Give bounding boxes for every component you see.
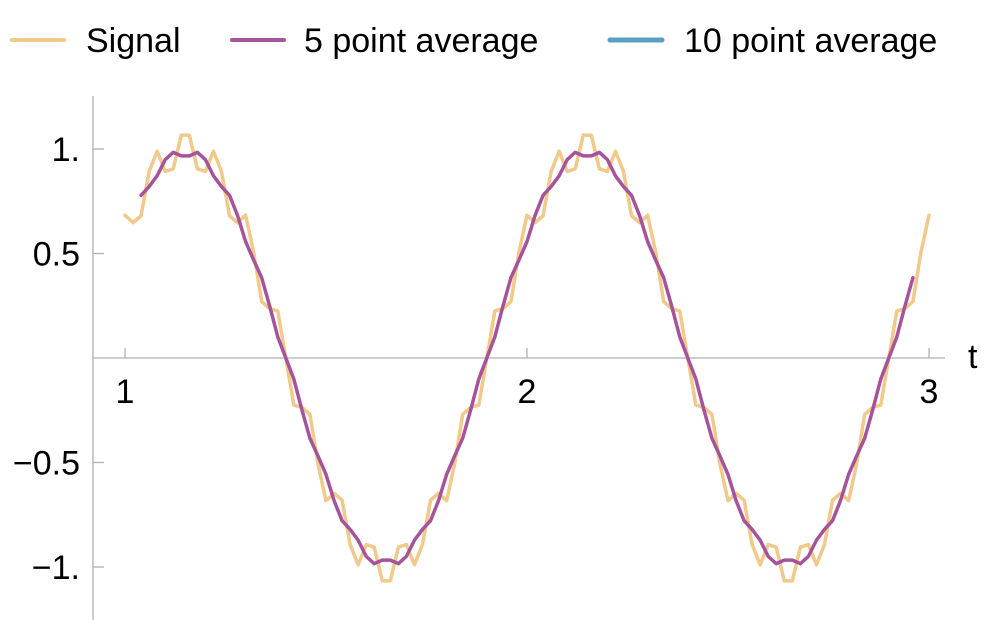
legend-label-10-point-average: 10 point average [684, 22, 937, 60]
series-line-5-point-average [139, 150, 915, 566]
x-axis-label: t [968, 338, 978, 376]
y-tick-label: −1. [32, 549, 80, 587]
ticks: 1 2 3 1. 0.5 −0.5 −1. [13, 131, 939, 587]
legend-item-5-point-average: 5 point average [230, 22, 538, 60]
series-layer [123, 133, 931, 583]
legend-label-5-point-average: 5 point average [304, 22, 538, 60]
y-tick-label: −0.5 [13, 445, 80, 483]
series-line-signal [123, 133, 931, 583]
legend: Signal 5 point average 10 point average [10, 22, 937, 60]
legend-item-signal: Signal [10, 22, 181, 60]
legend-label-signal: Signal [86, 22, 181, 60]
legend-item-10-point-average: 10 point average [607, 22, 937, 60]
y-tick-label: 0.5 [33, 236, 80, 274]
axes: t [92, 96, 978, 620]
x-tick-label: 3 [920, 373, 939, 411]
x-tick-label: 2 [518, 373, 537, 411]
y-tick-label: 1. [52, 131, 80, 169]
x-tick-label: 1 [116, 373, 135, 411]
